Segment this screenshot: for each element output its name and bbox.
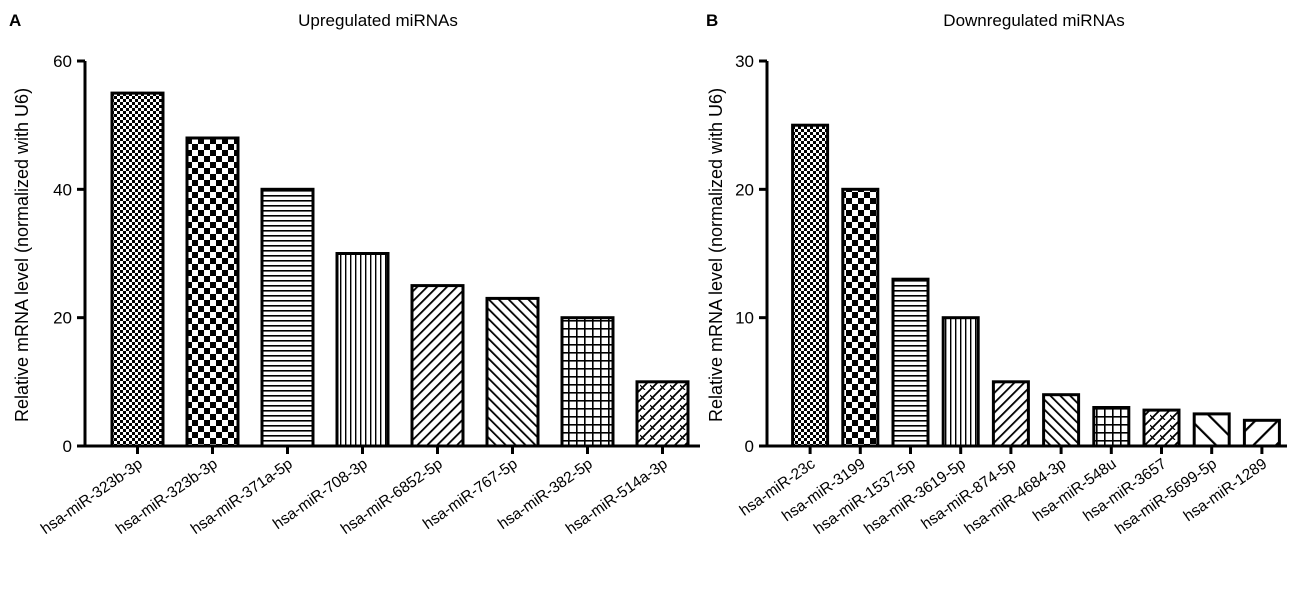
bar-b-3 bbox=[891, 277, 930, 448]
bar-b-2 bbox=[841, 187, 880, 448]
y-axis-label-b: Relative mRNA level (normalized with U6) bbox=[706, 88, 726, 422]
bar-b-4 bbox=[941, 316, 980, 448]
bar-a-3 bbox=[260, 187, 315, 448]
y-tick-label-a-40: 40 bbox=[53, 180, 72, 199]
bar-a-2 bbox=[185, 136, 240, 448]
bar-a-1 bbox=[110, 91, 165, 448]
y-tick-label-a-0: 0 bbox=[63, 437, 72, 456]
bar-a-8 bbox=[635, 380, 690, 448]
y-tick-label-a-20: 20 bbox=[53, 309, 72, 328]
panel-letter-b: B bbox=[706, 11, 718, 30]
bar-a-5 bbox=[410, 284, 465, 448]
y-tick-label-b-0: 0 bbox=[745, 437, 754, 456]
panel-letter-a: A bbox=[9, 11, 21, 30]
y-tick-label-a-60: 60 bbox=[53, 52, 72, 71]
y-tick-label-b-10: 10 bbox=[735, 309, 754, 328]
bar-b-7 bbox=[1092, 406, 1131, 448]
bar-b-6 bbox=[1042, 393, 1081, 448]
y-tick-label-b-30: 30 bbox=[735, 52, 754, 71]
plot-area-a: 0204060hsa-miR-323b-3phsa-miR-323b-3phsa… bbox=[38, 52, 700, 538]
bar-b-5 bbox=[991, 380, 1030, 448]
bar-b-10 bbox=[1242, 418, 1281, 448]
chart-title-a: Upregulated miRNAs bbox=[298, 11, 458, 30]
bar-b-1 bbox=[791, 123, 830, 448]
y-tick-label-b-20: 20 bbox=[735, 180, 754, 199]
y-axis-label-a: Relative mRNA level (normalized with U6) bbox=[12, 88, 32, 422]
bar-b-9 bbox=[1192, 412, 1231, 448]
plot-area-b: 0102030hsa-miR-23chsa-miR-3199hsa-miR-15… bbox=[735, 52, 1287, 538]
bar-a-7 bbox=[560, 316, 615, 448]
bar-b-8 bbox=[1142, 408, 1181, 448]
chart-title-b: Downregulated miRNAs bbox=[943, 11, 1124, 30]
bar-a-6 bbox=[485, 296, 540, 448]
bar-a-4 bbox=[335, 252, 390, 448]
